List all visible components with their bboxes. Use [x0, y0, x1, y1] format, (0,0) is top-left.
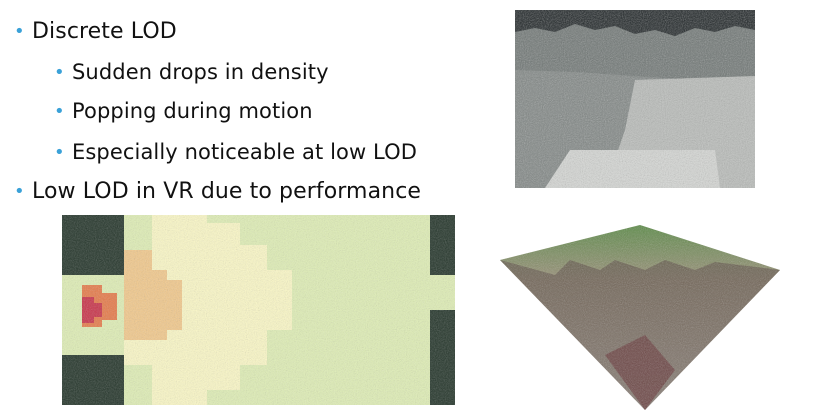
terrain-point-cloud-image — [515, 10, 755, 188]
bullet-item-sudden-drops: • Sudden drops in density — [54, 60, 329, 84]
bullet-dot-icon: • — [14, 21, 25, 42]
bullet-item-discrete-lod: • Discrete LOD — [14, 19, 177, 44]
terrain-graphic — [515, 10, 755, 188]
bullet-text: Especially noticeable at low LOD — [72, 140, 417, 164]
bullet-dot-icon: • — [54, 61, 65, 83]
lod-pyramid-image — [495, 215, 785, 410]
bullet-text: Popping during motion — [72, 99, 313, 123]
bullet-dot-icon: • — [54, 100, 65, 122]
bullet-text: Discrete LOD — [32, 19, 177, 44]
bullet-item-low-lod-vr: • Low LOD in VR due to performance — [14, 179, 421, 204]
bullet-text: Sudden drops in density — [72, 60, 329, 84]
bullet-dot-icon: • — [54, 141, 65, 163]
pyramid-graphic — [500, 225, 780, 410]
bullet-item-popping: • Popping during motion — [54, 99, 313, 123]
density-heatmap-image — [62, 215, 455, 405]
bullet-dot-icon: • — [14, 181, 25, 202]
heatmap-graphic — [62, 215, 455, 405]
bullet-item-noticeable: • Especially noticeable at low LOD — [54, 140, 417, 164]
bullet-text: Low LOD in VR due to performance — [32, 179, 422, 204]
